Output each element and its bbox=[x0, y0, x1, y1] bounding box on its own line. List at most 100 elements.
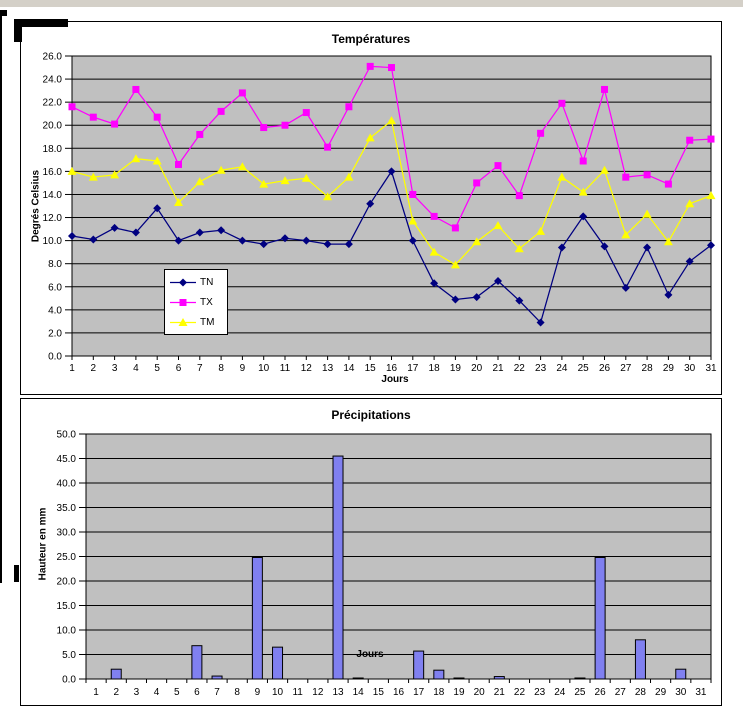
x-tick-label: 16 bbox=[386, 363, 398, 374]
x-tick-label: 12 bbox=[301, 363, 313, 374]
bar-day-7 bbox=[211, 675, 223, 680]
legend-item-tx: TX bbox=[170, 294, 227, 310]
tm-line-marker-swatch bbox=[170, 317, 196, 327]
x-tick-label: 8 bbox=[218, 363, 224, 374]
x-tick-label: 22 bbox=[514, 363, 526, 374]
x-tick-label: 28 bbox=[635, 687, 647, 698]
x-tick-label: 26 bbox=[595, 687, 607, 698]
precipitation-chart-canvas: 0.0 5.0 10.0 15.0 20.0 25.0 30.0 35.0 40.0 45.0 50… bbox=[57, 430, 712, 698]
x-tick-label: 30 bbox=[684, 363, 696, 374]
left-frame-mark bbox=[0, 10, 7, 16]
x-tick-label: 2 bbox=[113, 687, 119, 698]
x-tick-label: 14 bbox=[353, 687, 365, 698]
y-tick-label: 4.0 bbox=[48, 305, 62, 316]
bar-day-26 bbox=[594, 556, 606, 680]
x-tick-label: 20 bbox=[474, 687, 486, 698]
series-TM bbox=[67, 116, 716, 269]
series-TN bbox=[68, 167, 715, 327]
x-tick-label: 26 bbox=[599, 363, 611, 374]
x-tick-label: 10 bbox=[272, 687, 284, 698]
gridlines bbox=[86, 458, 711, 655]
y-tick-label: 40.0 bbox=[57, 479, 77, 490]
y-tick-label: 20.0 bbox=[43, 121, 63, 132]
x-tick-label: 18 bbox=[429, 363, 441, 374]
x-tick-label: 16 bbox=[393, 687, 405, 698]
x-tick-label: 19 bbox=[453, 687, 465, 698]
bar-day-17 bbox=[413, 650, 425, 680]
x-tick-label: 8 bbox=[234, 687, 240, 698]
x-tick-label: 9 bbox=[240, 363, 246, 374]
series-TX bbox=[68, 62, 715, 232]
x-tick-label: 31 bbox=[705, 363, 717, 374]
legend-item-tm: TM bbox=[170, 314, 227, 330]
x-tick-label: 6 bbox=[176, 363, 182, 374]
left-frame-handle bbox=[14, 565, 19, 582]
x-tick-label: 7 bbox=[214, 687, 220, 698]
x-tick-label: 5 bbox=[154, 363, 160, 374]
x-tick-label: 19 bbox=[450, 363, 462, 374]
y-tick-label: 18.0 bbox=[43, 144, 63, 155]
bar-day-21 bbox=[493, 676, 505, 680]
y-tick-label: 2.0 bbox=[48, 328, 62, 339]
legend-item-tn: TN bbox=[170, 274, 227, 290]
x-tick-label: 5 bbox=[174, 687, 180, 698]
bar-day-28 bbox=[634, 639, 646, 680]
temperature-chart-canvas: 0.0 2.0 4.0 6.0 8.0 10.0 12.0 14.0 16.0 18.0 20.0 2… bbox=[43, 52, 717, 375]
y-tick-label: 15.0 bbox=[57, 601, 77, 612]
x-tick-label: 20 bbox=[471, 363, 483, 374]
precipitation-chart-object[interactable]: 0.0 5.0 10.0 15.0 20.0 25.0 30.0 35.0 40.0 45.0 50… bbox=[20, 398, 722, 706]
x-tick-label: 7 bbox=[197, 363, 203, 374]
corner-frame-mark-vertical bbox=[14, 19, 22, 42]
x-tick-label: 10 bbox=[258, 363, 270, 374]
x-tick-label: 27 bbox=[615, 687, 627, 698]
y-tick-label: 16.0 bbox=[43, 167, 63, 178]
x-tick-label: 25 bbox=[578, 363, 590, 374]
y-tick-label: 14.0 bbox=[43, 190, 63, 201]
x-tick-label: 24 bbox=[556, 363, 568, 374]
temperature-chart-object[interactable]: 0.0 2.0 4.0 6.0 8.0 10.0 12.0 14.0 16.0 18.0 20.0 2… bbox=[20, 21, 722, 395]
x-tick-label: 17 bbox=[413, 687, 425, 698]
precipitation-chart-title: Précipitations bbox=[331, 408, 411, 422]
y-tick-label: 8.0 bbox=[48, 259, 62, 270]
x-tick-label: 15 bbox=[365, 363, 377, 374]
y-tick-label: 6.0 bbox=[48, 282, 62, 293]
legend-label-tn: TN bbox=[200, 276, 214, 288]
x-tick-label: 12 bbox=[312, 687, 324, 698]
x-tick-label: 1 bbox=[69, 363, 75, 374]
y-tick-label: 25.0 bbox=[57, 552, 77, 563]
y-axis: 0.0 5.0 10.0 15.0 20.0 25.0 30.0 35.0 40.0 45.0 50… bbox=[57, 430, 87, 686]
x-tick-label: 14 bbox=[343, 363, 355, 374]
bar-day-30 bbox=[675, 668, 687, 680]
y-tick-label: 0.0 bbox=[48, 352, 62, 363]
x-tick-label: 3 bbox=[134, 687, 140, 698]
x-tick-label: 29 bbox=[663, 363, 675, 374]
bar-day-6 bbox=[191, 645, 203, 680]
y-axis: 0.0 2.0 4.0 6.0 8.0 10.0 12.0 14.0 16.0 18.0 20.0 2… bbox=[43, 52, 73, 363]
y-tick-label: 5.0 bbox=[62, 650, 76, 661]
x-tick-label: 13 bbox=[322, 363, 334, 374]
x-axis: 1 2 3 4 5 6 7 8 9 10 11 12 13 14 15 16 17 18 19 20 21 22 23 24 2… bbox=[69, 355, 717, 374]
x-tick-label: 18 bbox=[433, 687, 445, 698]
precipitation-x-axis-title: Jours bbox=[356, 649, 384, 660]
y-tick-label: 0.0 bbox=[62, 675, 76, 686]
window-top-strip bbox=[0, 0, 743, 7]
x-tick-label: 17 bbox=[407, 363, 419, 374]
x-tick-label: 1 bbox=[93, 687, 99, 698]
tn-line-marker-swatch bbox=[170, 278, 196, 287]
x-tick-label: 11 bbox=[292, 687, 303, 698]
temperature-x-axis-title: Jours bbox=[381, 374, 409, 385]
precipitation-bars bbox=[110, 455, 687, 680]
bar-day-10 bbox=[272, 646, 284, 680]
x-tick-label: 23 bbox=[534, 687, 546, 698]
x-tick-label: 6 bbox=[194, 687, 200, 698]
bar-day-25 bbox=[574, 677, 586, 680]
bar-day-19 bbox=[453, 677, 465, 680]
left-frame-line bbox=[0, 10, 2, 583]
y-tick-label: 24.0 bbox=[43, 75, 63, 86]
legend-label-tx: TX bbox=[200, 296, 213, 308]
x-tick-label: 23 bbox=[535, 363, 547, 374]
bar-day-2 bbox=[110, 668, 122, 680]
x-tick-label: 13 bbox=[332, 687, 344, 698]
precipitation-y-axis-title: Hauteur en mm bbox=[37, 507, 49, 581]
y-tick-label: 10.0 bbox=[57, 626, 77, 637]
